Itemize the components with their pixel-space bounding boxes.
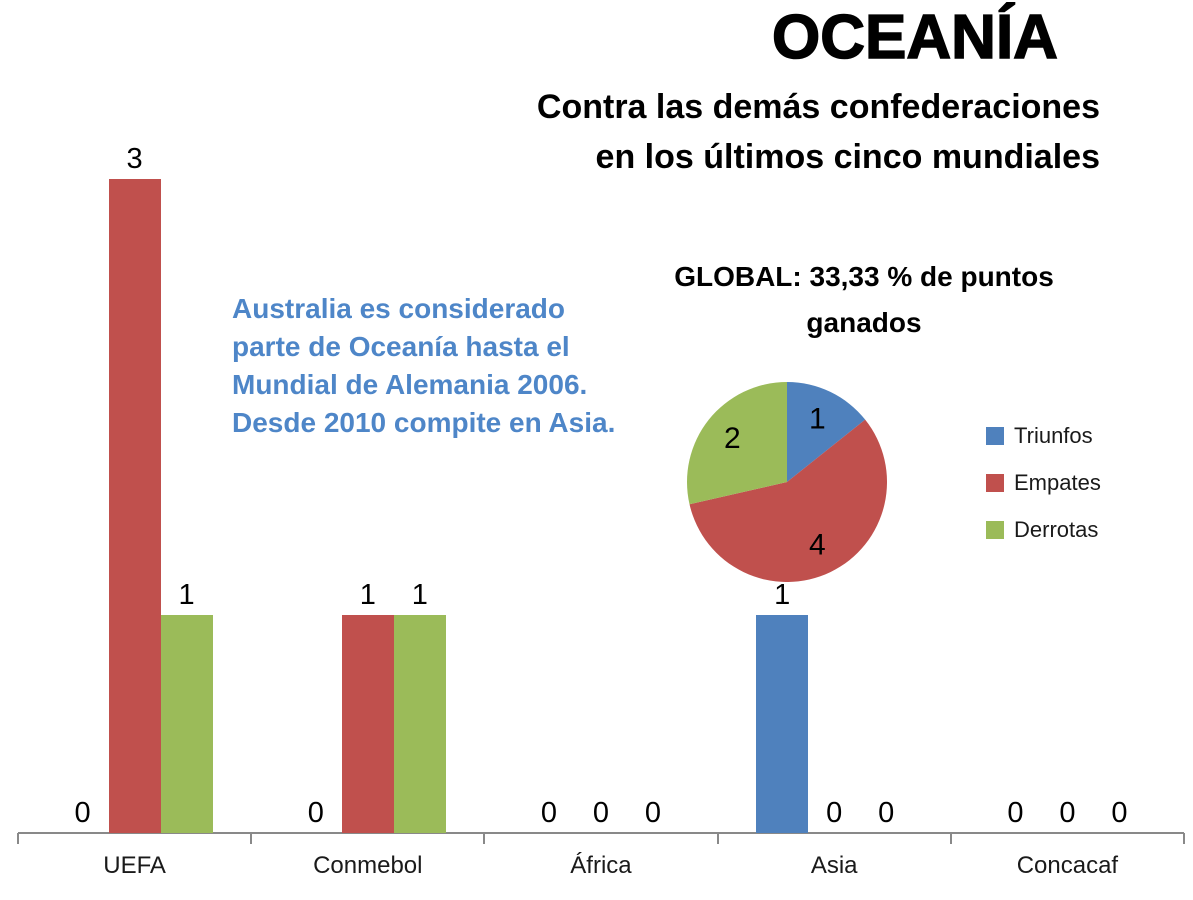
pie-title-line-2: ganados (806, 307, 922, 338)
legend: Triunfos Empates Derrotas (986, 412, 1186, 553)
bar-value-label: 3 (126, 143, 143, 175)
annotation-line-1: Australia es considerado (232, 293, 566, 324)
bar-value-label: 1 (178, 579, 195, 611)
bar-value-label: 1 (774, 579, 791, 611)
pie-chart: 1 4 2 (687, 382, 887, 582)
pie-title-line-1: GLOBAL: 33,33 % de puntos (674, 261, 1054, 292)
x-axis-tick (483, 833, 486, 844)
category-label-conmebol: Conmebol (313, 852, 423, 879)
page-title: OCEANÍA (771, 2, 1058, 73)
category-label-áfrica: África (570, 852, 632, 879)
legend-label: Triunfos (1014, 422, 1093, 448)
legend-item-empates: Empates (986, 459, 1186, 506)
bar-value-label: 0 (592, 797, 610, 829)
legend-item-triunfos: Triunfos (986, 412, 1186, 459)
x-axis-tick (1183, 833, 1185, 844)
pie-chart-title: GLOBAL: 33,33 % de puntos ganados (564, 254, 1164, 346)
annotation-line-2: parte de Oceanía hasta el (232, 331, 570, 362)
chart-subtitle: Contra las demás confederaciones en los … (280, 82, 1100, 182)
bar-value-label: 0 (878, 797, 895, 829)
bar-value-label: 1 (411, 579, 428, 611)
triunfos-swatch-icon (986, 426, 1004, 445)
bar-value-label: 0 (826, 797, 843, 829)
pie-value-label: 4 (809, 529, 826, 562)
pie-slice-derrotas (687, 382, 787, 505)
subtitle-line-1: Contra las demás confederaciones (536, 88, 1100, 126)
bar-derrotas-uefa (160, 615, 213, 833)
bar-value-label: 0 (307, 797, 324, 829)
bar-value-label: 0 (1111, 797, 1128, 829)
x-axis-line (18, 832, 1184, 834)
legend-item-derrotas: Derrotas (986, 506, 1186, 553)
empates-swatch-icon (986, 473, 1004, 492)
bar-value-label: 0 (540, 797, 558, 829)
legend-label: Empates (1014, 469, 1101, 495)
subtitle-line-2: en los últimos cinco mundiales (595, 138, 1100, 176)
x-axis-tick (17, 833, 19, 844)
annotation-text-box: Australia es considerado parte de Oceaní… (232, 290, 652, 442)
bar-empates-uefa (108, 179, 161, 833)
bar-empates-conmebol (341, 615, 394, 833)
x-axis-tick (716, 833, 719, 844)
pie-value-label: 2 (724, 422, 741, 455)
derrotas-swatch-icon (986, 520, 1004, 539)
x-axis-tick (949, 833, 952, 844)
bar-derrotas-conmebol (393, 615, 446, 833)
legend-label: Derrotas (1014, 516, 1099, 542)
x-axis-tick (250, 833, 253, 844)
category-label-concacaf: Concacaf (1016, 852, 1119, 879)
category-label-uefa: UEFA (103, 852, 166, 879)
annotation-line-4: Desde 2010 compite en Asia. (232, 407, 616, 438)
bar-value-label: 0 (1007, 797, 1024, 829)
bar-triunfos-asia (756, 615, 809, 833)
pie-slice-empates (689, 419, 887, 582)
pie-slice-triunfos (787, 382, 866, 482)
category-label-asia: Asia (810, 852, 858, 879)
bar-value-label: 0 (644, 797, 662, 829)
annotation-line-3: Mundial de Alemania 2006. (232, 369, 588, 400)
bar-value-label: 0 (1059, 797, 1076, 829)
pie-value-label: 1 (809, 402, 826, 435)
bar-value-label: 0 (74, 797, 91, 829)
bar-value-label: 1 (359, 579, 376, 611)
